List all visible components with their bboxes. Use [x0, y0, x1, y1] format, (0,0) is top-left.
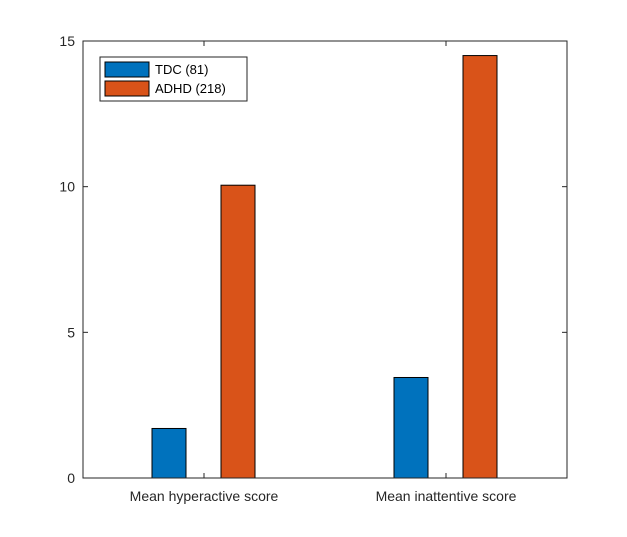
legend-label-0: TDC (81)	[155, 62, 208, 77]
bar-1-1	[462, 55, 498, 479]
axes-group: 0 5 10 15 Mean hyperactive score Mean inatten…	[59, 33, 568, 504]
legend-label-1: ADHD (218)	[155, 81, 226, 96]
legend-swatch-1	[104, 80, 150, 97]
bars-group	[151, 55, 498, 479]
x-tick-label-1: Mean inattentive score	[376, 488, 517, 504]
y-tick-label-2: 10	[59, 179, 75, 195]
y-tick-label-0: 0	[67, 470, 75, 486]
axes-box	[82, 40, 568, 479]
legend-swatch-0	[104, 61, 150, 78]
bar-1-0	[220, 184, 256, 479]
bar-0-1	[393, 376, 429, 479]
bar-0-0	[151, 427, 187, 479]
y-tick-label-1: 5	[67, 324, 75, 340]
y-tick-label-3: 15	[59, 33, 75, 49]
x-tick-label-0: Mean hyperactive score	[130, 488, 279, 504]
legend: TDC (81) ADHD (218)	[99, 56, 248, 102]
